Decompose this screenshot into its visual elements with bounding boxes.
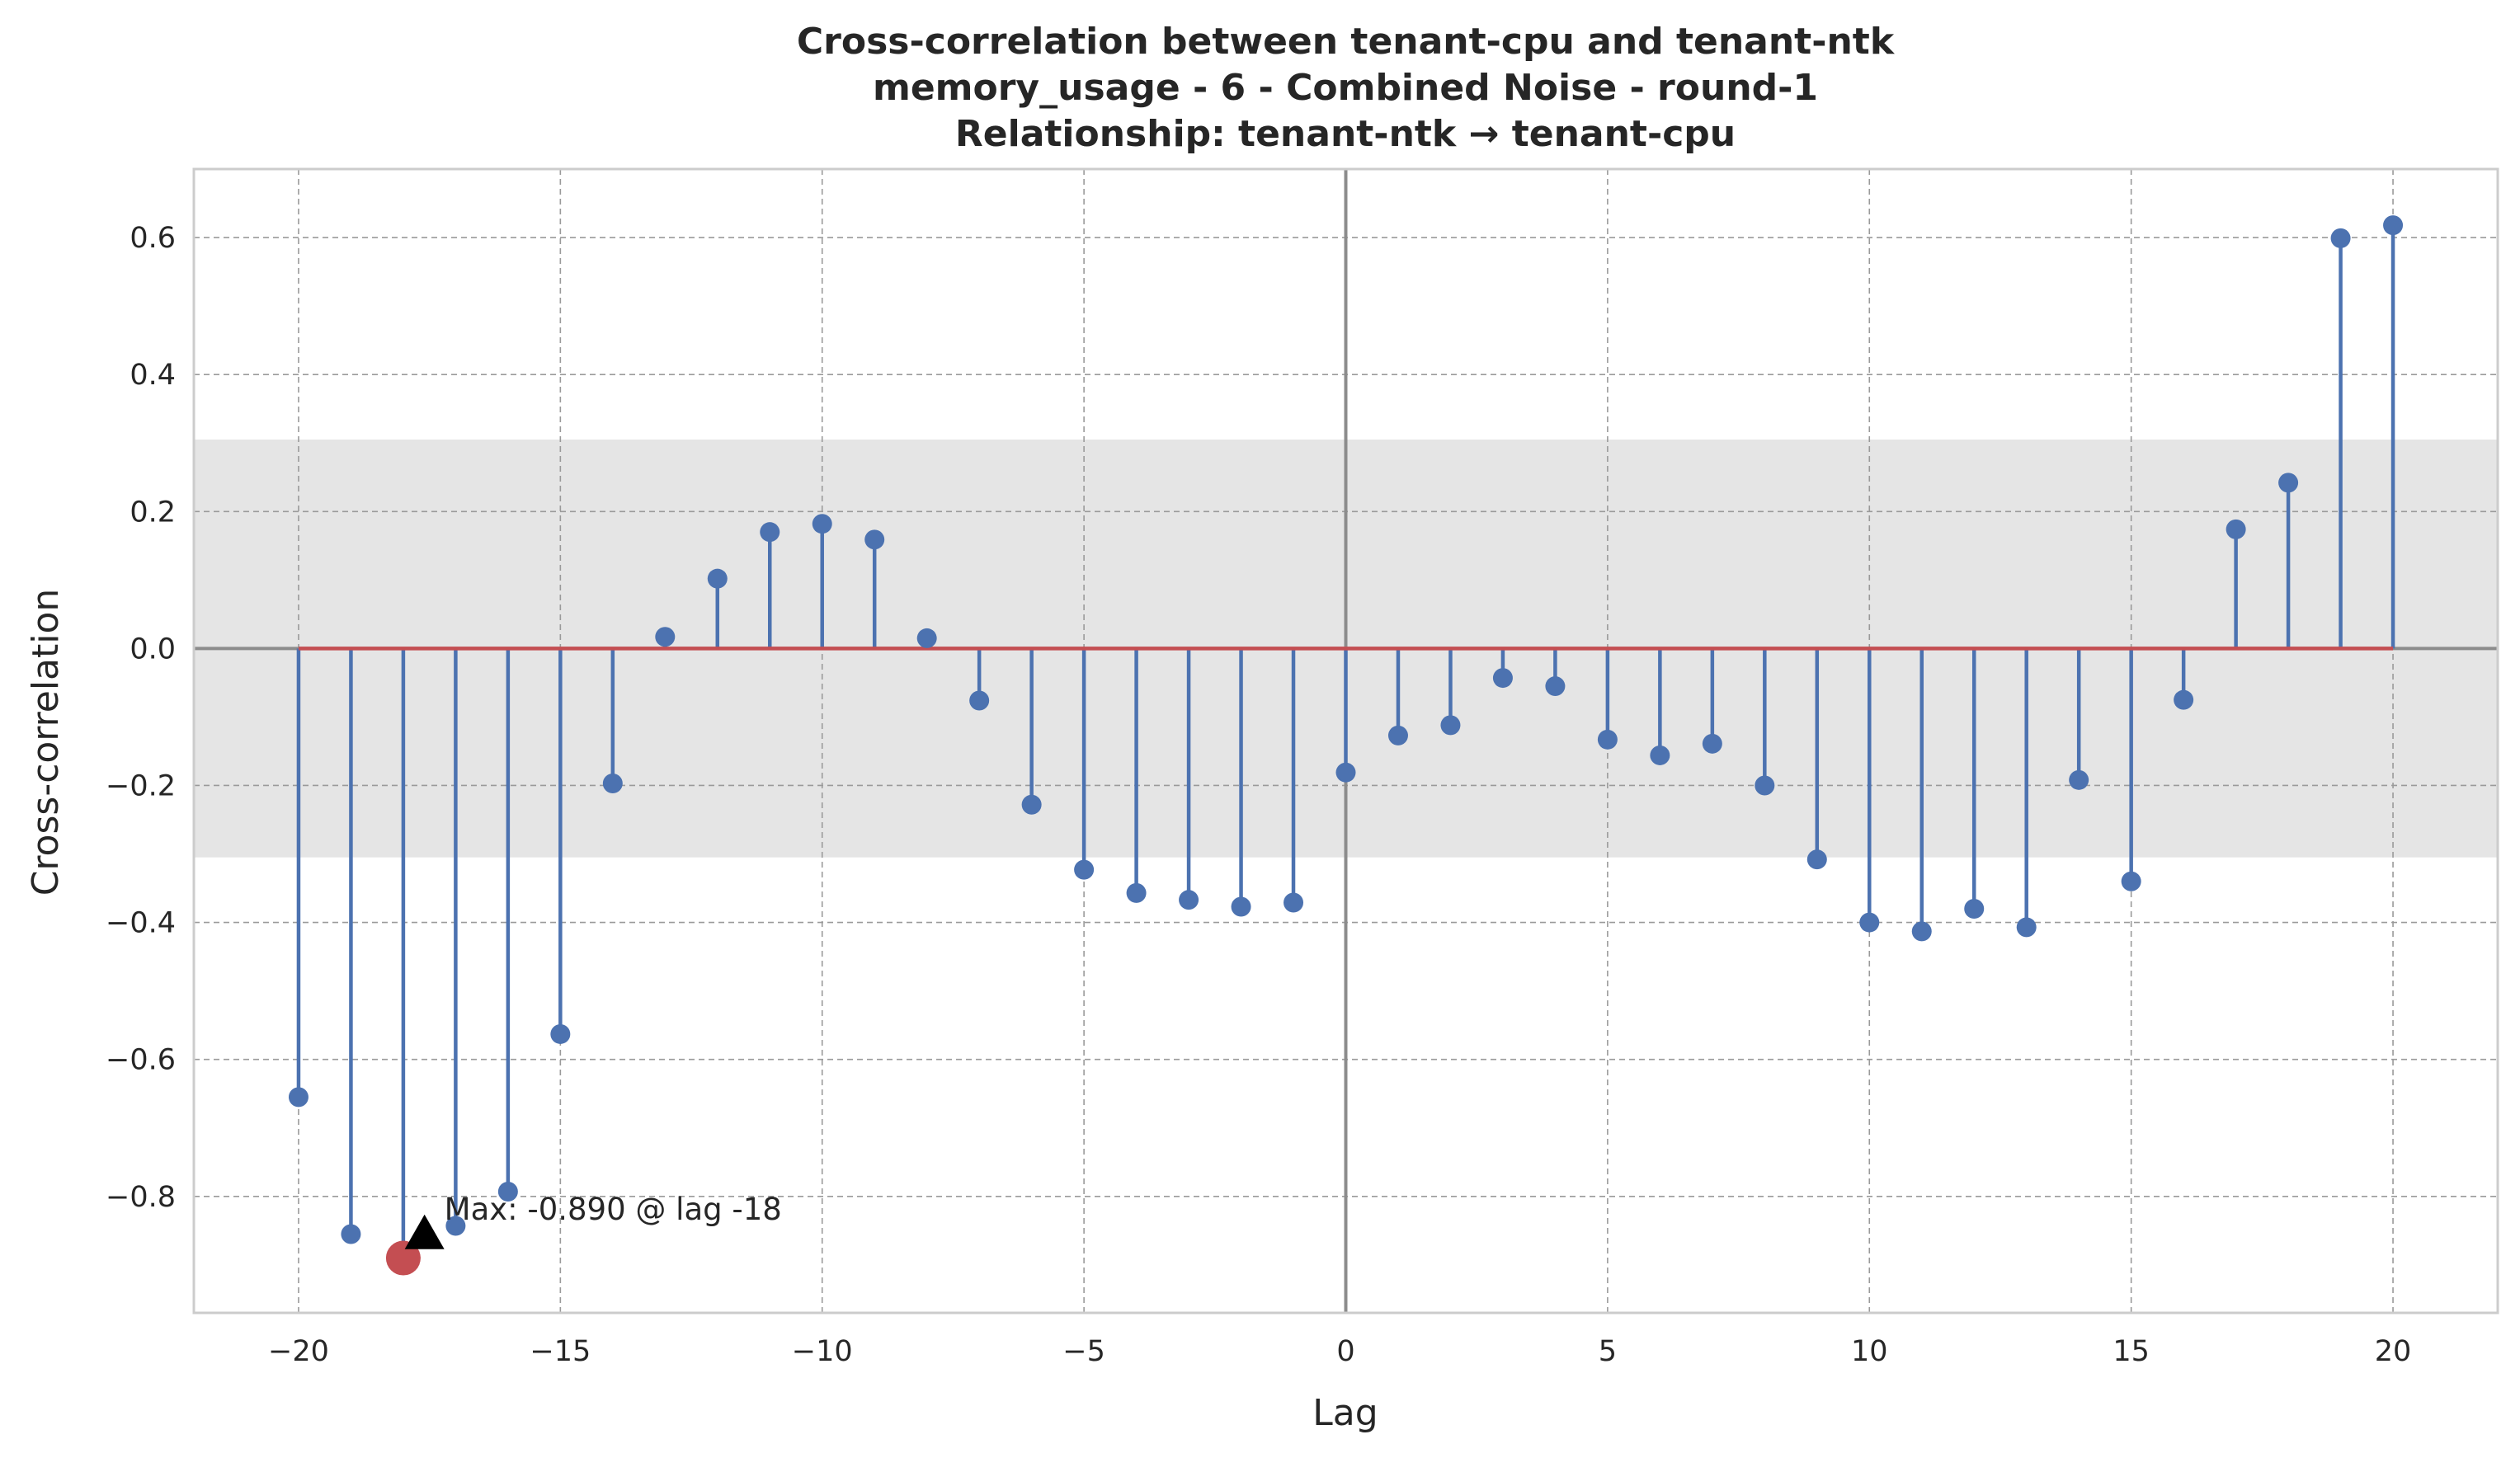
- max-annotation: Max: -0.890 @ lag -18: [445, 1192, 782, 1227]
- stem-marker: [812, 514, 832, 534]
- y-tick-label: −0.2: [106, 769, 176, 802]
- stem-marker: [2330, 228, 2351, 248]
- stem-marker: [864, 529, 885, 550]
- stem-marker: [1911, 921, 1932, 942]
- y-tick-label: −0.6: [106, 1044, 176, 1077]
- plot-frame: [192, 167, 2499, 1315]
- x-tick-label: −20: [268, 1335, 329, 1368]
- stem-marker: [1492, 668, 1513, 689]
- y-tick-label: 0.2: [130, 496, 176, 529]
- stem-marker: [550, 1023, 571, 1044]
- stem-marker: [1597, 729, 1618, 750]
- stem-marker: [760, 522, 780, 543]
- stem-marker: [2016, 917, 2037, 938]
- stem-marker: [969, 690, 990, 711]
- x-axis-label: Lag: [1312, 1392, 1378, 1434]
- stem-marker: [2278, 473, 2299, 493]
- x-tick-label: 5: [1599, 1335, 1617, 1368]
- stem-marker: [1021, 794, 1042, 815]
- y-tick-label: 0.0: [130, 633, 176, 666]
- stem-marker: [602, 773, 623, 793]
- chart-title: Cross-correlation between tenant-cpu and…: [797, 21, 1896, 155]
- stem-marker: [916, 628, 937, 648]
- stem-marker: [1755, 775, 1775, 796]
- stem-marker: [1074, 859, 1095, 880]
- x-tick-label: 20: [2375, 1335, 2412, 1368]
- stem-marker: [1179, 890, 1199, 910]
- stem-marker: [2121, 871, 2141, 891]
- y-tick-label: −0.4: [106, 907, 176, 940]
- stem-marker: [1806, 849, 1827, 870]
- stem-marker: [1126, 882, 1147, 903]
- stem-marker: [497, 1181, 518, 1202]
- title-line-2: memory_usage - 6 - Combined Noise - roun…: [873, 67, 1818, 109]
- stem-marker: [1284, 892, 1304, 913]
- x-tick-label: −15: [530, 1335, 591, 1368]
- stem-marker: [445, 1216, 466, 1236]
- stem-marker: [2226, 519, 2246, 539]
- annotation-arrow-icon: [404, 1214, 445, 1249]
- y-axis-label: Cross-correlation: [25, 589, 67, 896]
- stem-marker: [1440, 715, 1461, 736]
- stem-marker: [341, 1224, 361, 1244]
- title-line-3: Relationship: tenant-ntk → tenant-cpu: [955, 113, 1736, 155]
- y-tick-label: −0.8: [106, 1181, 176, 1214]
- stem-marker: [1859, 912, 1880, 933]
- stem-marker: [707, 568, 728, 589]
- stem-marker: [288, 1087, 309, 1108]
- x-tick-label: 10: [1851, 1335, 1888, 1368]
- x-tick-label: −5: [1062, 1335, 1105, 1368]
- stem-marker: [1702, 733, 1722, 754]
- title-line-1: Cross-correlation between tenant-cpu and…: [797, 21, 1896, 63]
- stem-marker: [1545, 676, 1566, 697]
- y-tick-label: 0.4: [130, 359, 176, 392]
- stem-marker: [2383, 215, 2404, 236]
- x-tick-label: 15: [2113, 1335, 2150, 1368]
- y-tick-label: 0.6: [130, 222, 176, 255]
- max-point-marker: [385, 1240, 421, 1276]
- stem-marker: [1231, 896, 1251, 917]
- stem-marker: [1964, 898, 1985, 919]
- stem-marker: [1650, 745, 1670, 765]
- stem-marker: [1387, 725, 1408, 745]
- plot-area: Max: -0.890 @ lag -18 −20 −15 −10 −5 0 5 10 15 20…: [106, 167, 2499, 1368]
- stem-marker: [2069, 769, 2089, 790]
- x-tick-label: 0: [1336, 1335, 1354, 1368]
- x-tick-label: −10: [792, 1335, 853, 1368]
- stem-marker: [655, 627, 676, 647]
- stem-marker: [2174, 689, 2194, 710]
- stem-marker: [1335, 762, 1356, 783]
